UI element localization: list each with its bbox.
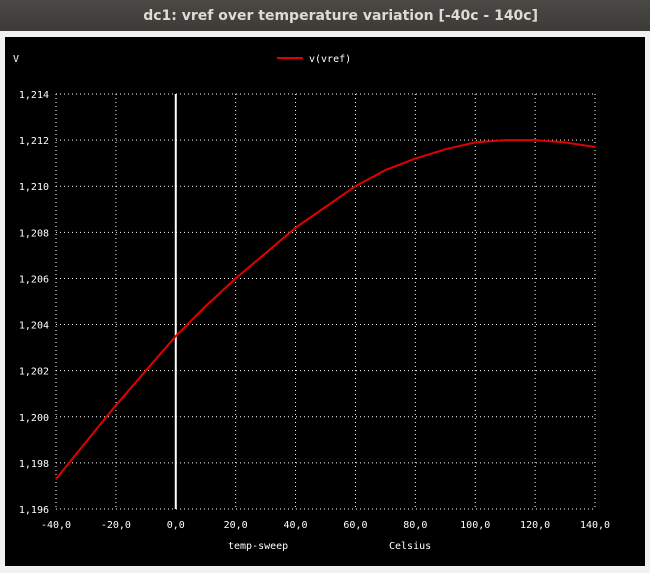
x-tick-label: 20,0 — [224, 520, 248, 531]
window-titlebar[interactable]: dc1: vref over temperature variation [-4… — [0, 0, 650, 31]
x-tick-label: -20,0 — [101, 520, 131, 531]
grid-lines — [55, 93, 596, 510]
y-tick-label: 1,204 — [19, 321, 49, 332]
y-tick-labels: 1,196 1,198 1,200 1,202 1,204 1,206 1,208 1,210… — [19, 90, 49, 516]
x-tick-label: -40,0 — [41, 520, 71, 531]
data-point — [474, 141, 476, 144]
data-point — [534, 139, 536, 141]
x-axis-unit-label: Celsius — [389, 541, 431, 552]
data-point — [294, 227, 297, 229]
y-tick-label: 1,214 — [19, 90, 49, 101]
x-tick-label: 80,0 — [403, 520, 427, 531]
data-point — [175, 335, 177, 337]
y-tick-label: 1,208 — [19, 228, 49, 239]
plot-area[interactable]: 1,196 1,198 1,200 1,202 1,204 1,206 1,208 1,210… — [5, 37, 645, 566]
data-point — [384, 169, 386, 171]
x-tick-label: 120,0 — [520, 520, 550, 531]
data-point — [444, 148, 446, 150]
data-point — [205, 305, 207, 307]
data-point — [504, 139, 506, 141]
legend: v(vref) — [277, 54, 351, 65]
series-line-vref — [55, 139, 596, 480]
window-title: dc1: vref over temperature variation [-4… — [143, 7, 538, 24]
x-axis-label: temp-sweep — [228, 541, 288, 552]
y-axis-unit-label: V — [13, 54, 19, 65]
y-tick-label: 1,198 — [19, 459, 49, 470]
legend-label: v(vref) — [309, 54, 351, 65]
x-tick-label: 60,0 — [343, 520, 367, 531]
data-point — [85, 441, 87, 443]
x-tick-labels: -40,0 -20,0 0,0 20,0 40,0 60,0 80,0 100,0 120,0 1… — [41, 520, 610, 531]
x-tick-label: 40,0 — [284, 520, 308, 531]
data-point — [564, 141, 566, 144]
data-point — [354, 185, 357, 187]
data-point — [594, 146, 596, 148]
data-point — [115, 404, 117, 406]
y-tick-label: 1,196 — [19, 505, 49, 516]
data-point — [145, 370, 147, 372]
data-point — [235, 277, 237, 280]
y-tick-label: 1,200 — [19, 413, 49, 424]
y-tick-label: 1,202 — [19, 367, 49, 378]
x-tick-label: 0,0 — [167, 520, 185, 531]
data-point — [265, 252, 267, 254]
data-point — [324, 206, 327, 208]
y-tick-label: 1,212 — [19, 136, 49, 147]
line-chart[interactable]: 1,196 1,198 1,200 1,202 1,204 1,206 1,208 1,210… — [5, 37, 645, 566]
x-tick-label: 140,0 — [580, 520, 610, 531]
x-tick-label: 100,0 — [460, 520, 490, 531]
y-tick-label: 1,206 — [19, 274, 49, 285]
data-point — [414, 157, 416, 160]
y-tick-label: 1,210 — [19, 182, 49, 193]
data-point — [55, 478, 57, 480]
series-group — [55, 139, 596, 480]
